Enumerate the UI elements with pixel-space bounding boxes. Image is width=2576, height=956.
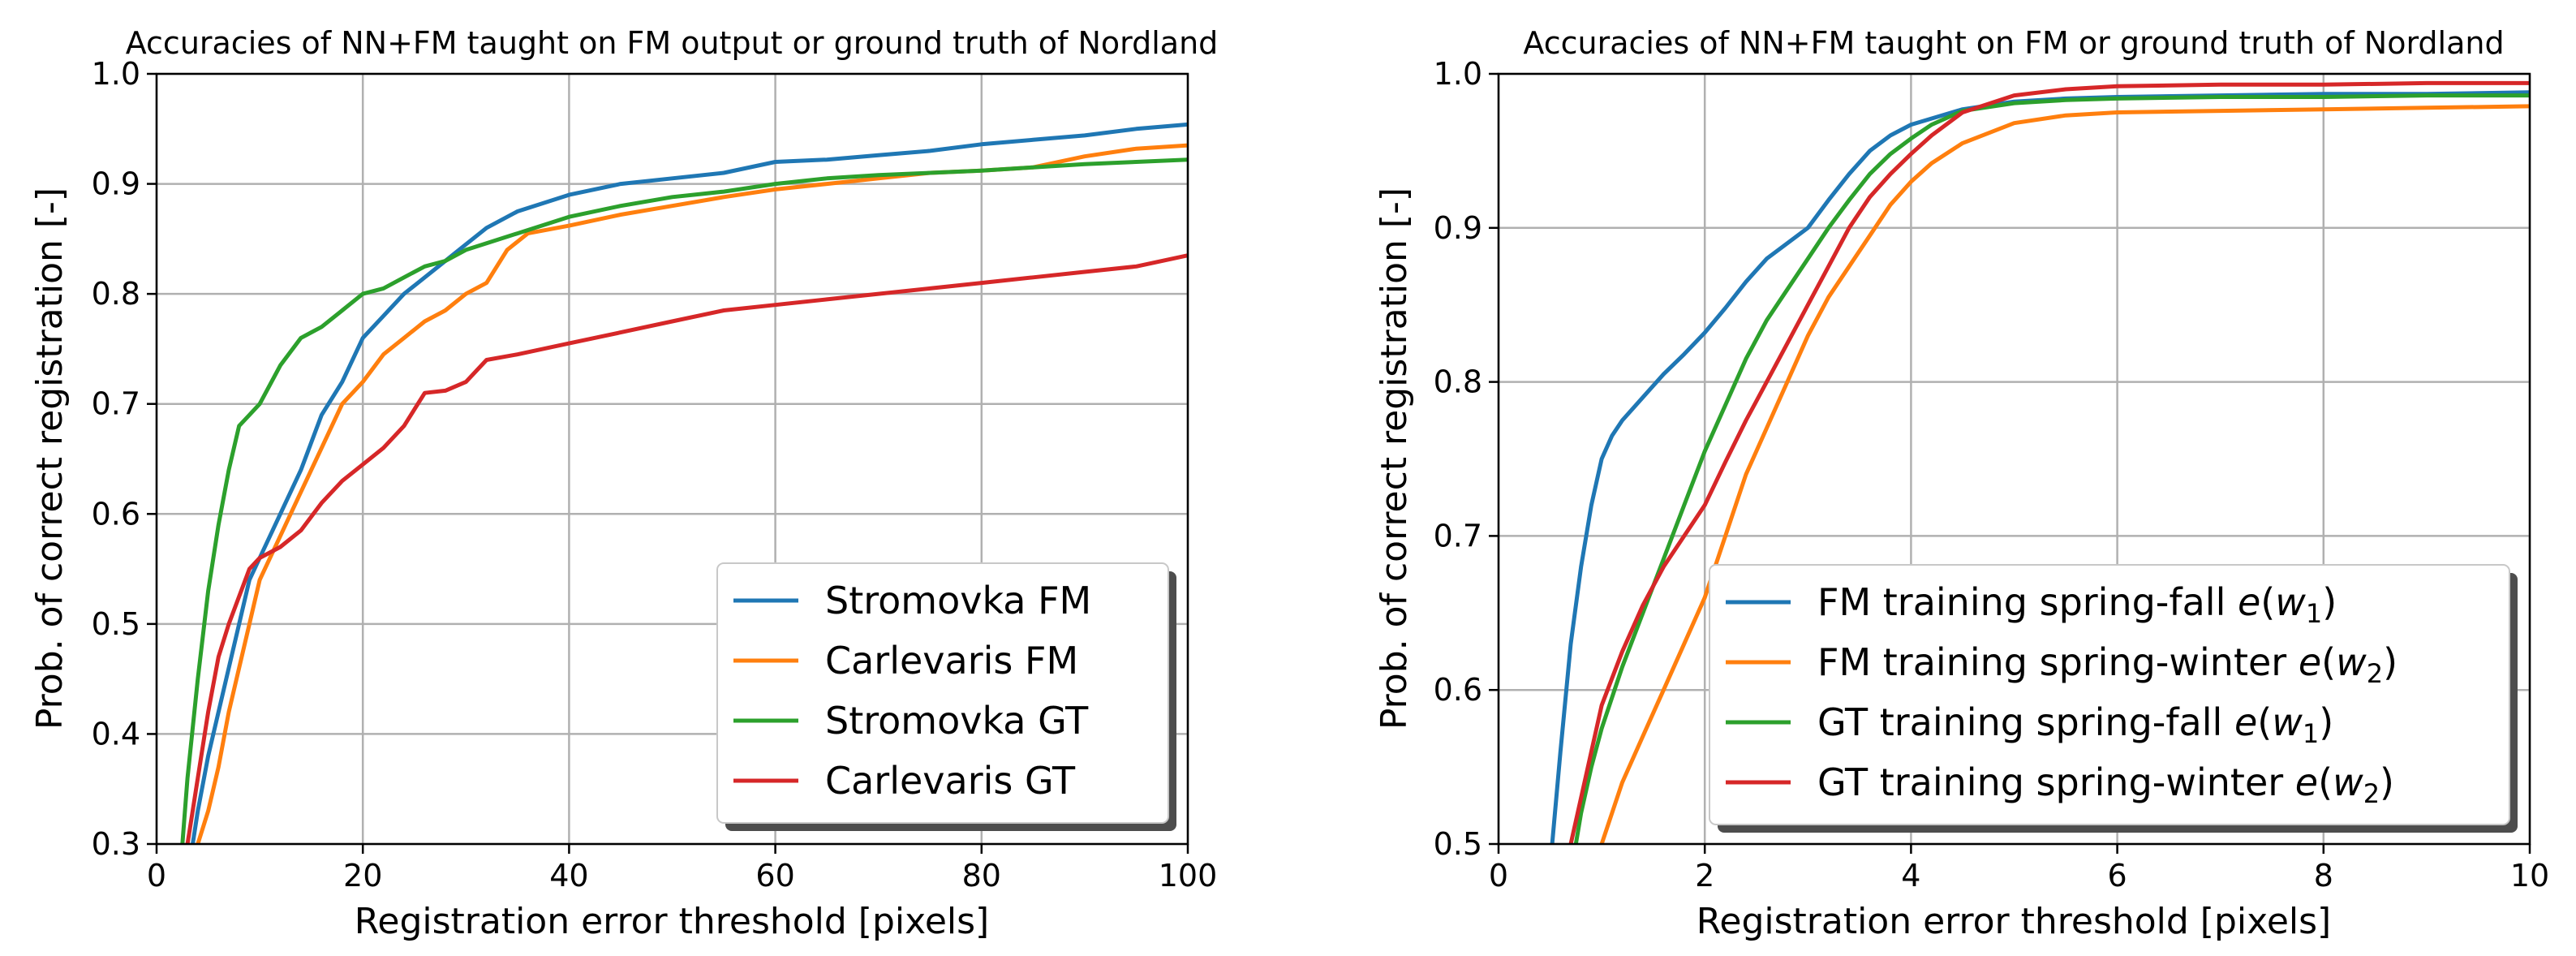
right-plot-frame (1497, 72, 2531, 846)
right-y-tick-label: 0.5 (1434, 826, 1482, 862)
left-y-tick-label: 0.9 (92, 166, 140, 202)
right-y-axis-label: Prob. of correct registration [-] (1374, 187, 1415, 730)
right-x-tick-label: 4 (1901, 858, 1920, 894)
right-y-tick-label: 0.9 (1434, 210, 1482, 246)
left-x-axis-label: Registration error threshold [pixels] (355, 901, 989, 942)
left-x-tick-label: 40 (549, 858, 588, 894)
left-y-tick-label: 0.6 (92, 496, 140, 532)
right-legend-label: GT training spring-fall e(w1) (1817, 700, 2333, 749)
right-x-tick-label: 8 (2314, 858, 2333, 894)
left-legend: Stromovka FM Carlevaris FM Stromovka GT Car… (716, 562, 1176, 831)
right-x-axis-label: Registration error threshold [pixels] (1697, 901, 2331, 942)
right-x-tick-label: 10 (2510, 858, 2549, 894)
left-x-tick-label: 80 (962, 858, 1001, 894)
left-y-tick-label: 0.5 (92, 606, 140, 642)
right-legend-box (1709, 564, 2510, 825)
right-x-tick-label: 2 (1695, 858, 1714, 894)
right-series-lines (1550, 80, 2530, 844)
left-series-lines (180, 122, 1188, 844)
left-series-line-2 (180, 157, 1188, 844)
right-legend-label: GT training spring-winter e(w2) (1817, 760, 2394, 809)
left-legend-label: Stromovka GT (825, 699, 1089, 743)
right-y-tick-label: 0.6 (1434, 672, 1482, 708)
left-x-ticks: 0 20 40 60 80 100 (147, 844, 1217, 894)
left-y-ticks: 0.3 0.4 0.5 0.6 0.7 0.8 0.9 1.0 (92, 56, 157, 862)
right-legend: FM training spring-fall e(w1) FM training… (1709, 564, 2518, 833)
left-series-line-3 (185, 253, 1188, 844)
left-y-tick-label: 0.8 (92, 276, 140, 312)
left-x-tick-label: 20 (343, 858, 382, 894)
left-legend-label: Stromovka FM (825, 579, 1091, 622)
right-series-line-2 (1573, 93, 2530, 844)
right-x-ticks: 0 2 4 6 8 10 (1489, 844, 2549, 894)
left-chart: 0 20 40 60 80 100 0.3 0.4 0.5 0.6 0.7 0.8 0.9 1.0 Ac… (29, 25, 1218, 942)
left-y-tick-label: 0.7 (92, 386, 140, 422)
right-legend-label: FM training spring-fall e(w1) (1817, 580, 2337, 629)
left-y-axis-label: Prob. of correct registration [-] (29, 187, 71, 730)
right-x-tick-label: 6 (2108, 858, 2127, 894)
right-x-tick-label: 0 (1489, 858, 1508, 894)
left-x-tick-label: 60 (755, 858, 794, 894)
right-y-ticks: 0.5 0.6 0.7 0.8 0.9 1.0 (1434, 56, 1499, 862)
right-series-line-1 (1599, 104, 2530, 844)
right-y-tick-label: 0.8 (1434, 364, 1482, 400)
right-chart: 0 2 4 6 8 10 0.5 0.6 0.7 0.8 0.9 1.0 Accuracies of… (1374, 25, 2549, 942)
left-x-tick-label: 100 (1159, 858, 1218, 894)
left-plot-frame (155, 72, 1189, 846)
right-y-tick-label: 0.7 (1434, 518, 1482, 553)
left-y-tick-label: 0.3 (92, 826, 140, 862)
left-x-tick-label: 0 (147, 858, 166, 894)
left-legend-box (716, 562, 1169, 824)
left-chart-title: Accuracies of NN+FM taught on FM output … (126, 25, 1219, 61)
right-y-tick-label: 1.0 (1434, 56, 1482, 92)
left-legend-label: Carlevaris GT (825, 759, 1076, 803)
left-y-tick-label: 0.4 (92, 716, 140, 751)
left-y-tick-label: 1.0 (92, 56, 140, 92)
right-legend-label: FM training spring-winter e(w2) (1817, 640, 2398, 689)
left-legend-label: Carlevaris FM (825, 639, 1078, 683)
right-series-line-3 (1568, 80, 2530, 844)
right-chart-title: Accuracies of NN+FM taught on FM or grou… (1523, 25, 2504, 61)
